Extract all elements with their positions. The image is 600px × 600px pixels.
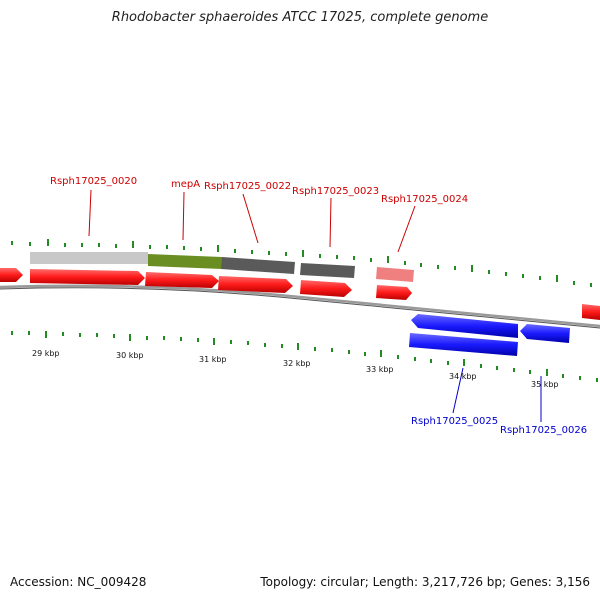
map-title: Rhodobacter sphaeroides ATCC 17025, comp… xyxy=(111,10,489,25)
feature-bar-0023[interactable] xyxy=(300,263,355,278)
cds-forward-mepA[interactable] xyxy=(145,272,219,288)
cds-reverse-0025[interactable] xyxy=(411,314,518,338)
scale-label-32kbp: 32 kbp xyxy=(283,359,311,368)
cds-forward-0020[interactable] xyxy=(30,269,145,285)
cds-forward-left-edge[interactable] xyxy=(0,268,23,282)
feature-bar-mepA[interactable] xyxy=(148,254,222,269)
cds-reverse-0025-b[interactable] xyxy=(409,333,518,356)
scale-label-29kbp: 29 kbp xyxy=(32,349,60,358)
feature-bar-0022[interactable] xyxy=(221,257,295,274)
accession-text: Accession: NC_009428 xyxy=(10,575,147,589)
backbone-outer xyxy=(0,284,600,328)
cds-forward-0022[interactable] xyxy=(218,276,293,293)
cds-forward-right-edge[interactable] xyxy=(582,304,600,320)
scale-label-30kbp: 30 kbp xyxy=(116,351,144,360)
outer-ticks xyxy=(11,239,592,287)
reverse-gene-labels: Rsph17025_0025 Rsph17025_0026 xyxy=(411,367,587,436)
scale-label-31kbp: 31 kbp xyxy=(199,355,227,364)
gene-label-0023[interactable]: Rsph17025_0023 xyxy=(292,186,379,197)
gene-label-0025[interactable]: Rsph17025_0025 xyxy=(411,416,498,427)
cds-forward-0024[interactable] xyxy=(376,285,412,300)
genome-stats-text: Topology: circular; Length: 3,217,726 bp… xyxy=(260,575,590,589)
scale-label-34kbp: 34 kbp xyxy=(449,372,477,381)
feature-bar-0024[interactable] xyxy=(376,267,414,282)
gene-label-0024[interactable]: Rsph17025_0024 xyxy=(381,194,468,205)
cds-forward-0023[interactable] xyxy=(300,280,352,297)
forward-gene-labels: Rsph17025_0020 mepA Rsph17025_0022 Rsph1… xyxy=(50,176,468,253)
gene-label-0022[interactable]: Rsph17025_0022 xyxy=(204,181,291,192)
gene-label-0026[interactable]: Rsph17025_0026 xyxy=(500,425,587,436)
gene-label-0020[interactable]: Rsph17025_0020 xyxy=(50,176,137,187)
scale-label-33kbp: 33 kbp xyxy=(366,365,394,374)
scale-label-35kbp: 35 kbp xyxy=(531,380,559,389)
backbone-inner xyxy=(0,287,600,329)
cds-reverse-0026[interactable] xyxy=(520,324,570,343)
inner-ticks xyxy=(11,331,598,382)
feature-bar-0020[interactable] xyxy=(30,252,148,264)
gene-label-mepA[interactable]: mepA xyxy=(171,179,200,190)
